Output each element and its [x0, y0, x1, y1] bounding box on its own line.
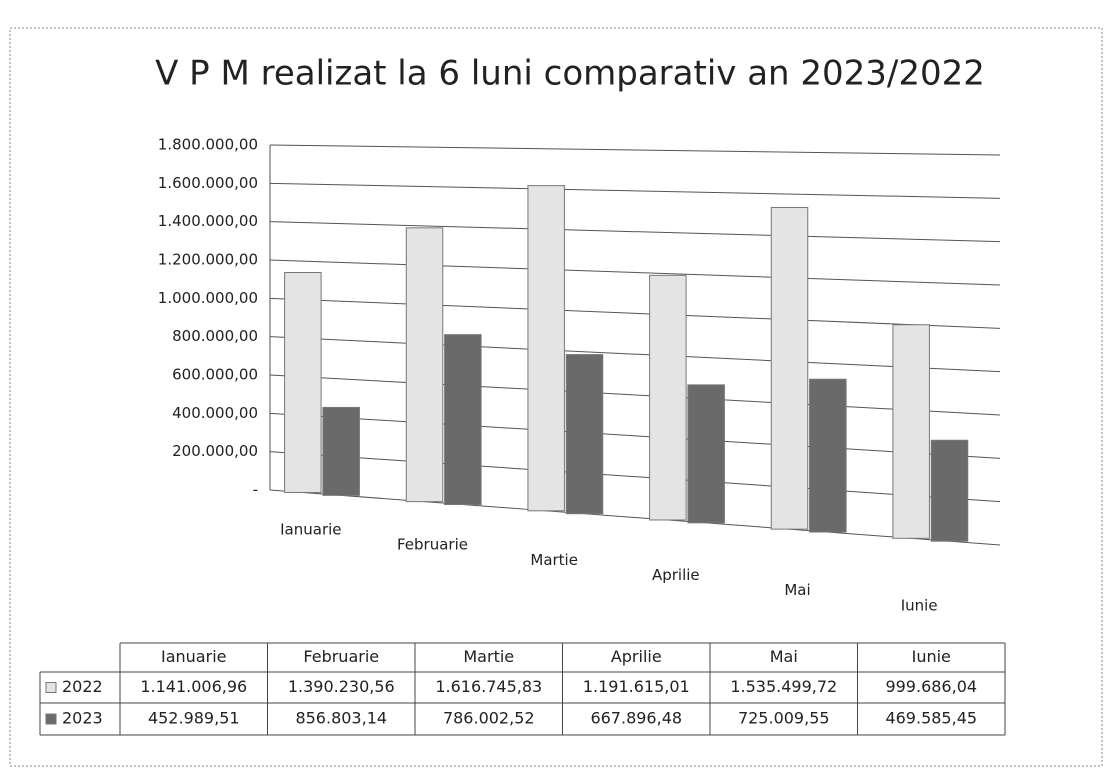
x-tick-label: Martie — [530, 551, 578, 569]
y-tick-label: 400.000,00 — [172, 404, 258, 422]
grid-line — [269, 374, 1001, 416]
y-tick-label: 1.600.000,00 — [158, 174, 258, 192]
bar — [809, 378, 847, 533]
table-cell: 1.390.230,56 — [288, 677, 395, 696]
y-tick-label: 1.400.000,00 — [158, 212, 258, 230]
y-tick-label: - — [253, 481, 258, 499]
table-cell: 856.803,14 — [295, 709, 387, 728]
bar — [930, 439, 969, 542]
bar — [892, 324, 930, 539]
table-header: Martie — [463, 647, 514, 666]
bar — [444, 334, 482, 506]
grid-line — [269, 451, 1001, 503]
table-header: Aprilie — [611, 647, 662, 666]
grid-line — [269, 259, 1001, 286]
grid-line — [269, 182, 1001, 199]
table-header: Ianuarie — [161, 647, 226, 666]
y-tick-label: 800.000,00 — [172, 327, 258, 345]
bar — [405, 227, 444, 503]
y-tick-label: 200.000,00 — [172, 442, 258, 460]
bar — [527, 185, 565, 512]
table-header: Iunie — [912, 647, 951, 666]
legend-label: 2023 — [62, 709, 103, 728]
table-cell: 667.896,48 — [590, 709, 682, 728]
legend-key — [45, 713, 57, 725]
grid-line — [269, 144, 1001, 156]
bar — [322, 406, 360, 496]
x-tick-label: Iunie — [901, 596, 938, 614]
grid-line — [269, 297, 1001, 329]
table-cell: 786.002,52 — [443, 709, 535, 728]
x-tick-label: Aprilie — [652, 566, 700, 584]
x-tick-label: Februarie — [397, 536, 468, 554]
legend-label: 2022 — [62, 677, 103, 696]
table-cell: 452.989,51 — [148, 709, 240, 728]
table-header: Februarie — [303, 647, 379, 666]
y-tick-label: 600.000,00 — [172, 366, 258, 384]
bar — [770, 207, 809, 530]
x-tick-label: Ianuarie — [280, 521, 341, 539]
table-cell: 469.585,45 — [885, 709, 977, 728]
table-cell: 1.535.499,72 — [730, 677, 837, 696]
grid-line — [269, 336, 1001, 373]
legend-key — [45, 682, 57, 693]
chart-frame — [9, 27, 1103, 767]
table-cell: 1.141.006,96 — [140, 677, 247, 696]
grid-line — [269, 221, 1001, 243]
y-tick-label: 1.200.000,00 — [158, 251, 258, 269]
grid-line — [269, 412, 1001, 459]
table-header: Mai — [770, 647, 798, 666]
bar — [565, 354, 604, 515]
y-tick-label: 1.000.000,00 — [158, 289, 258, 307]
table-cell: 1.191.615,01 — [583, 677, 690, 696]
table-cell: 1.616.745,83 — [435, 677, 542, 696]
bar — [687, 384, 725, 524]
bar — [284, 271, 322, 493]
bar — [649, 274, 687, 521]
y-tick-label: 1.800.000,00 — [158, 136, 258, 154]
table-cell: 999.686,04 — [885, 677, 977, 696]
table-cell: 725.009,55 — [738, 709, 830, 728]
grid-line — [269, 489, 1001, 546]
x-tick-label: Mai — [784, 581, 810, 599]
chart-title: V P M realizat la 6 luni comparativ an 2… — [155, 54, 985, 94]
